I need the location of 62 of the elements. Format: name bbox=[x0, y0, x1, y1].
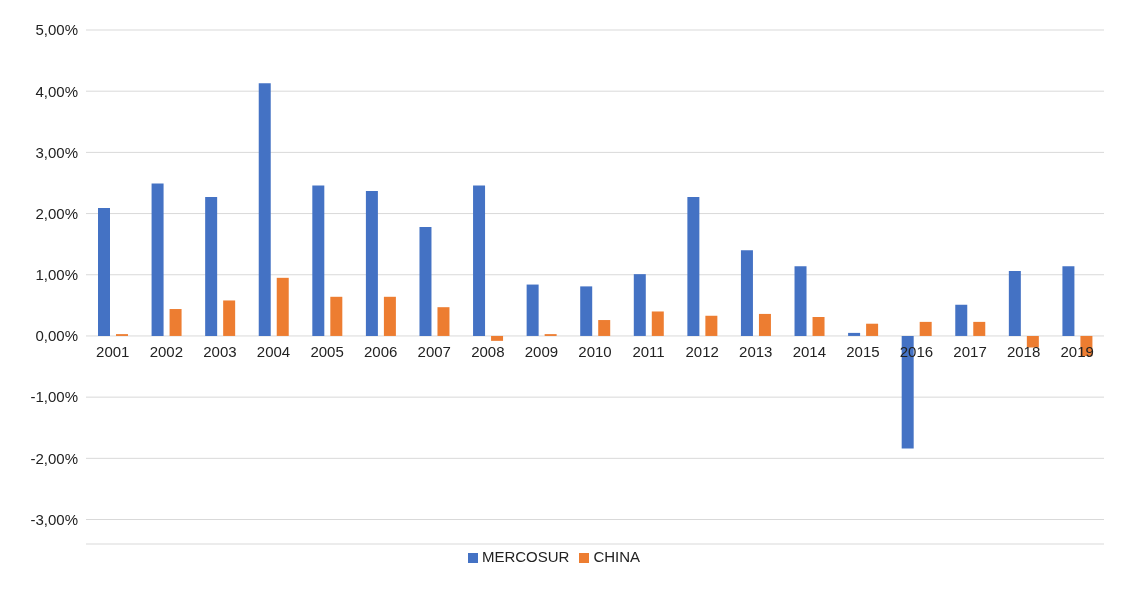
y-tick-label: 3,00% bbox=[35, 143, 78, 161]
bar bbox=[258, 83, 271, 336]
legend-label: MERCOSUR bbox=[481, 548, 570, 565]
bar bbox=[330, 296, 343, 336]
bar bbox=[223, 300, 236, 336]
x-tick-label: 2018 bbox=[1006, 342, 1041, 360]
bar bbox=[1026, 335, 1039, 348]
bar bbox=[633, 274, 646, 336]
y-tick-label: 0,00% bbox=[35, 327, 78, 345]
bar bbox=[598, 320, 611, 336]
bar bbox=[687, 197, 700, 336]
bar bbox=[955, 304, 968, 336]
bar bbox=[740, 250, 753, 336]
x-tick-label: 2006 bbox=[364, 342, 398, 360]
bar bbox=[383, 296, 396, 336]
bar bbox=[1062, 266, 1075, 336]
x-tick-label: 2012 bbox=[685, 342, 719, 360]
x-tick-label: 2005 bbox=[310, 342, 344, 360]
bar bbox=[848, 332, 861, 336]
bar bbox=[312, 185, 325, 336]
x-tick-label: 2009 bbox=[524, 342, 559, 360]
bar bbox=[491, 335, 504, 341]
y-tick-label: -1,00% bbox=[30, 388, 78, 406]
y-tick-label: 1,00% bbox=[35, 266, 78, 284]
y-tick-label: -3,00% bbox=[30, 510, 78, 528]
bar bbox=[866, 323, 879, 336]
x-tick-label: 2013 bbox=[739, 342, 773, 360]
y-tick-label: -2,00% bbox=[30, 449, 78, 467]
legend-label: CHINA bbox=[593, 548, 641, 565]
bar bbox=[437, 307, 450, 336]
x-tick-label: 2015 bbox=[846, 342, 880, 360]
bar bbox=[526, 284, 539, 336]
bar bbox=[1008, 271, 1021, 336]
bar bbox=[473, 185, 486, 336]
y-tick-label: 4,00% bbox=[35, 82, 78, 100]
bar bbox=[705, 315, 718, 336]
x-tick-label: 2010 bbox=[578, 342, 612, 360]
bar bbox=[151, 183, 164, 336]
bar bbox=[276, 277, 289, 336]
bar bbox=[919, 321, 932, 336]
x-tick-label: 2002 bbox=[149, 342, 184, 360]
bar bbox=[98, 208, 110, 336]
bar bbox=[973, 321, 986, 336]
x-tick-label: 2007 bbox=[417, 342, 451, 360]
x-tick-label: 2003 bbox=[203, 342, 237, 360]
y-tick-label: 5,00% bbox=[35, 21, 78, 39]
y-tick-label: 2,00% bbox=[35, 204, 78, 222]
bar bbox=[580, 286, 593, 336]
x-tick-label: 2004 bbox=[256, 342, 291, 360]
bar bbox=[794, 266, 807, 336]
bar bbox=[812, 316, 825, 336]
x-tick-label: 2001 bbox=[96, 342, 130, 360]
x-tick-label: 2014 bbox=[792, 342, 826, 360]
x-tick-label: 2008 bbox=[471, 342, 505, 360]
bar bbox=[365, 190, 378, 336]
x-tick-label: 2011 bbox=[632, 342, 665, 360]
bar bbox=[169, 309, 182, 336]
bar bbox=[419, 227, 432, 336]
bar bbox=[651, 311, 664, 336]
bar bbox=[205, 197, 218, 336]
x-tick-label: 2017 bbox=[953, 342, 987, 360]
bar bbox=[758, 313, 771, 336]
